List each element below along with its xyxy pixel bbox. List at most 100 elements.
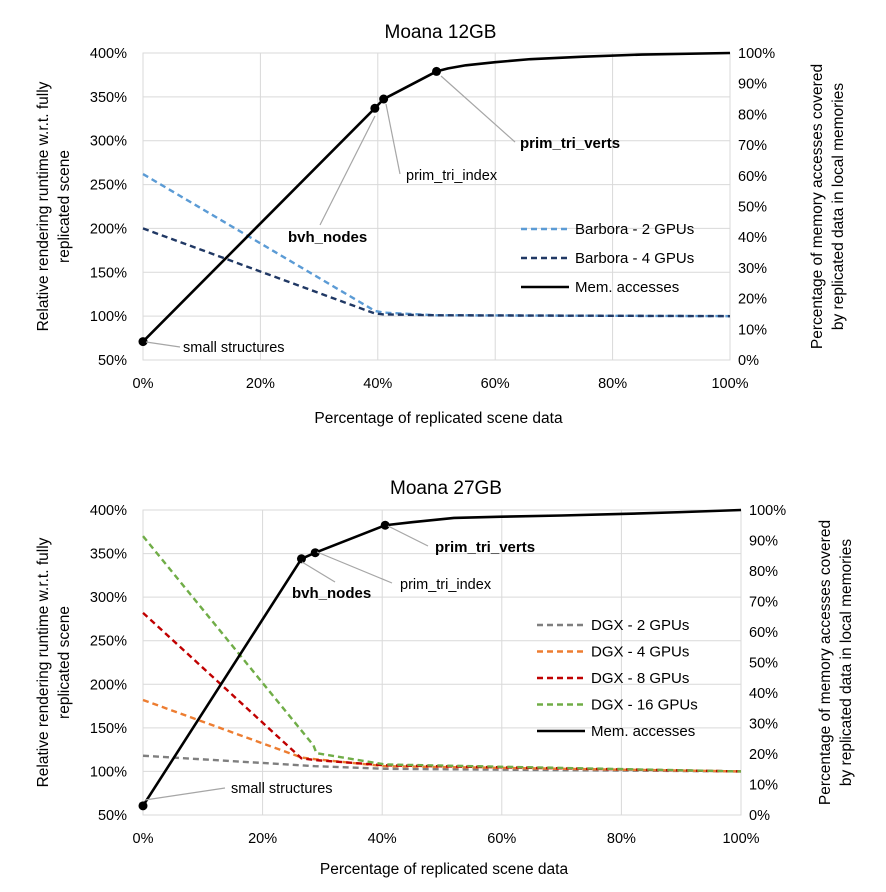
annotation-leader-line [144, 787, 226, 801]
y-left-tick-label: 400% [90, 46, 127, 62]
y-left-tick-label: 300% [90, 590, 127, 606]
annotation-small-structures: small structures [183, 340, 285, 356]
data-point-marker [138, 337, 148, 347]
x-tick-label: 60% [487, 831, 516, 847]
x-tick-label: 60% [481, 376, 510, 392]
y-right-axis-label: by replicated data in local memories [830, 83, 847, 331]
y-right-axis-label: by replicated data in local memories [838, 539, 855, 787]
y-right-tick-label: 40% [738, 230, 767, 246]
annotation-leader-line [440, 75, 516, 143]
y-left-tick-label: 350% [90, 90, 127, 106]
legend-label-dgx-8-gpus: DGX - 8 GPUs [591, 670, 689, 687]
data-point-marker [296, 554, 306, 564]
y-left-axis-label: Relative rendering runtime w.r.t. fully [35, 537, 52, 787]
legend-label-mem-accesses: Mem. accesses [575, 279, 679, 296]
y-right-tick-label: 10% [749, 778, 778, 794]
x-axis-label: Percentage of replicated scene data [314, 410, 563, 427]
y-left-tick-label: 50% [98, 353, 127, 369]
y-right-tick-label: 80% [749, 564, 778, 580]
legend-label-mem-accesses: Mem. accesses [591, 723, 695, 740]
y-right-tick-label: 60% [738, 169, 767, 185]
x-tick-label: 40% [363, 376, 392, 392]
y-right-tick-label: 70% [738, 138, 767, 154]
y-right-tick-label: 100% [749, 503, 786, 519]
annotation-leader-line [385, 103, 401, 175]
y-left-tick-label: 200% [90, 677, 127, 693]
legend-label-barbora-2-gpus: Barbora - 2 GPUs [575, 221, 694, 238]
y-left-tick-label: 250% [90, 178, 127, 194]
y-right-tick-label: 30% [738, 261, 767, 277]
y-left-axis-label: replicated scene [56, 606, 73, 719]
y-right-tick-label: 60% [749, 625, 778, 641]
plot-frame [142, 509, 742, 816]
annotation-prim-tri-index: prim_tri_index [406, 168, 498, 184]
y-right-tick-label: 40% [749, 686, 778, 702]
annotation-leader-line [145, 341, 181, 348]
y-left-axis-label: replicated scene [56, 150, 73, 263]
data-point-marker [379, 94, 389, 104]
x-tick-label: 40% [368, 831, 397, 847]
x-tick-label: 20% [246, 376, 275, 392]
y-right-tick-label: 70% [749, 595, 778, 611]
y-left-tick-label: 200% [90, 221, 127, 237]
chart-panel-2: 0% 20% 40% 60% 80% 100% 50% 100% 150% 200% 250% 300… [35, 478, 855, 878]
data-point-marker [310, 548, 320, 558]
y-left-tick-label: 100% [90, 309, 127, 325]
x-tick-label: 0% [133, 831, 154, 847]
y-right-tick-label: 90% [738, 77, 767, 93]
y-right-axis-label: Percentage of memory accesses covered [809, 64, 826, 349]
y-right-tick-label: 80% [738, 107, 767, 123]
data-point-marker [432, 66, 441, 76]
y-left-axis-label: Relative rendering runtime w.r.t. fully [35, 81, 52, 331]
annotation-leader-line [301, 561, 336, 583]
annotation-small-structures: small structures [231, 781, 333, 797]
series-line-mem-accesses [141, 508, 742, 807]
series-line-mem-accesses [142, 51, 731, 343]
y-right-axis-label: Percentage of memory accesses covered [817, 520, 834, 805]
annotation-leader-line [319, 115, 376, 226]
annotation-leader-line [387, 525, 429, 547]
y-right-tick-label: 30% [749, 717, 778, 733]
y-left-tick-label: 300% [90, 134, 127, 150]
legend-label-dgx-4-gpus: DGX - 4 GPUs [591, 644, 689, 661]
y-right-tick-label: 90% [749, 534, 778, 550]
x-tick-label: 100% [711, 376, 748, 392]
annotation-prim-tri-index: prim_tri_index [400, 577, 492, 593]
y-right-tick-label: 20% [749, 747, 778, 763]
chart-panel-1: 0% 20% 40% 60% 80% 100% 50% 100% 150% 200% 250% 300… [35, 22, 847, 427]
y-left-tick-label: 150% [90, 721, 127, 737]
y-right-tick-label: 20% [738, 292, 767, 308]
y-left-tick-label: 50% [98, 808, 127, 824]
x-axis-label: Percentage of replicated scene data [320, 861, 569, 878]
chart-title: Moana 12GB [385, 22, 497, 43]
y-left-tick-label: 250% [90, 634, 127, 650]
x-tick-label: 80% [598, 376, 627, 392]
data-point-marker [380, 520, 390, 530]
x-tick-label: 80% [607, 831, 636, 847]
annotation-prim-tri-verts: prim_tri_verts [520, 135, 620, 152]
x-tick-label: 100% [722, 831, 759, 847]
y-right-tick-label: 50% [738, 200, 767, 216]
y-right-tick-label: 10% [738, 322, 767, 338]
y-right-tick-label: 50% [749, 656, 778, 672]
y-left-tick-label: 150% [90, 265, 127, 281]
x-tick-label: 20% [248, 831, 277, 847]
data-point-marker [370, 103, 380, 113]
annotation-leader-line [316, 551, 393, 584]
series-line-barbora-4-gpus [142, 227, 731, 318]
legend-label-barbora-4-gpus: Barbora - 4 GPUs [575, 250, 694, 267]
y-right-tick-label: 0% [749, 808, 770, 824]
chart-title: Moana 27GB [390, 478, 502, 499]
series-line-dgx-2-gpus [142, 754, 742, 773]
annotation-bvh-nodes: bvh_nodes [288, 229, 367, 246]
x-tick-label: 0% [133, 376, 154, 392]
series-line-dgx-4-gpus [142, 698, 742, 773]
data-point-marker [138, 801, 148, 811]
y-right-tick-label: 100% [738, 46, 775, 62]
legend-label-dgx-16-gpus: DGX - 16 GPUs [591, 697, 698, 714]
y-left-tick-label: 400% [90, 503, 127, 519]
y-left-tick-label: 350% [90, 547, 127, 563]
y-left-tick-label: 100% [90, 764, 127, 780]
